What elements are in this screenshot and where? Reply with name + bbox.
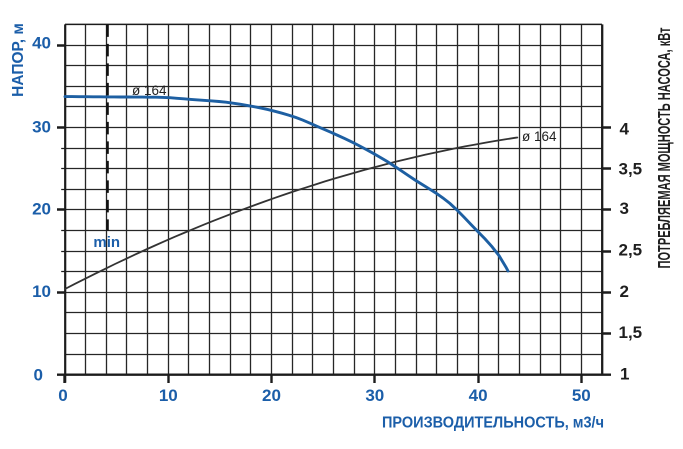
svg-text:50: 50 [572, 386, 591, 405]
svg-text:2,5: 2,5 [619, 241, 643, 260]
svg-text:3,5: 3,5 [619, 160, 643, 179]
svg-text:20: 20 [262, 386, 281, 405]
svg-text:0: 0 [34, 366, 43, 385]
svg-text:30: 30 [32, 117, 51, 136]
svg-text:20: 20 [32, 200, 51, 219]
svg-text:10: 10 [159, 386, 178, 405]
svg-text:40: 40 [32, 33, 51, 52]
svg-text:4: 4 [620, 120, 630, 139]
svg-text:10: 10 [32, 282, 51, 301]
svg-text:min: min [93, 234, 120, 251]
svg-text:ПРОИЗВОДИТЕЛЬНОСТЬ, м3/ч: ПРОИЗВОДИТЕЛЬНОСТЬ, м3/ч [382, 414, 604, 431]
svg-text:0: 0 [58, 386, 67, 405]
svg-text:40: 40 [469, 386, 488, 405]
svg-text:30: 30 [365, 386, 384, 405]
svg-text:1: 1 [620, 364, 629, 383]
svg-text:ø 164: ø 164 [132, 83, 167, 98]
svg-text:НАПОР, м: НАПОР, м [10, 23, 27, 97]
svg-text:1,5: 1,5 [619, 323, 643, 342]
svg-text:3: 3 [620, 199, 629, 218]
svg-text:ПОТРЕБЛЯЕМАЯ МОЩНОСТЬ НАСОСА,: ПОТРЕБЛЯЕМАЯ МОЩНОСТЬ НАСОСА, кВт [654, 27, 674, 268]
svg-text:2: 2 [620, 282, 629, 301]
svg-text:ø 164: ø 164 [522, 129, 557, 144]
